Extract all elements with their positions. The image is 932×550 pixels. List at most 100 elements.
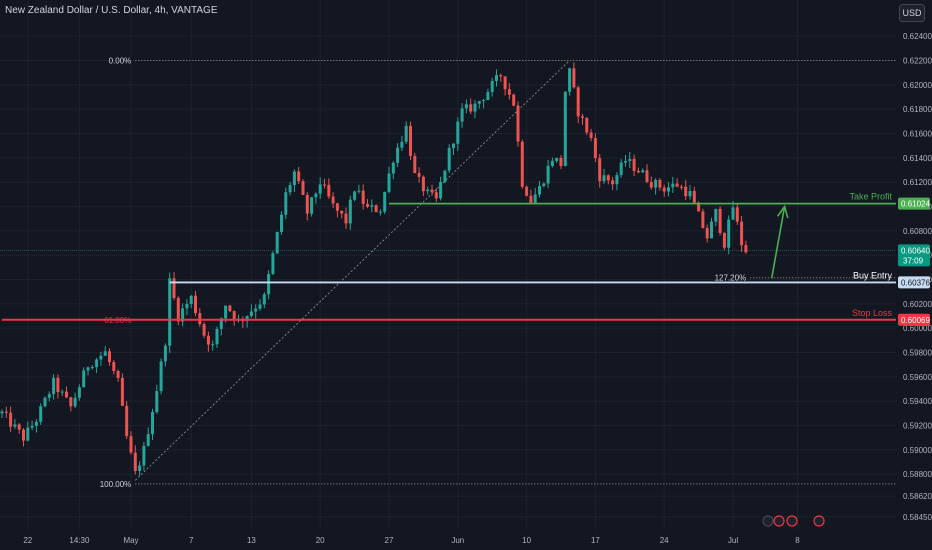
candle-body [499,75,503,77]
candle-body [224,305,228,319]
stop-loss-label: Stop Loss [852,308,893,318]
candle-body [563,91,567,166]
candle-body [409,125,412,156]
candle-body [585,117,589,133]
candle-body [507,89,511,95]
current-price-tag-label: 0.60640 [901,246,930,255]
candle-body [120,377,124,406]
candle-body [232,311,236,321]
candle-body [606,175,610,181]
x-axis-tick-label: 24 [660,536,669,545]
candle-body [353,191,357,200]
candle-body [679,186,683,188]
candle-body [598,158,602,182]
x-axis-tick-label: 27 [385,536,394,545]
candle-body [443,170,447,183]
y-axis-tick-label: 0.62400 [903,32,932,41]
lightning-icon [762,515,774,527]
y-axis-tick-label: 0.61600 [903,130,932,139]
y-axis-tick-label: 0.62200 [903,57,932,66]
candle-body [103,351,107,356]
candle-body [701,211,705,228]
candle-body [327,184,331,197]
candle-body [400,141,404,148]
candle-body [90,367,94,369]
y-axis-tick-label: 0.58800 [903,470,932,479]
candle-body [417,173,421,177]
candle-body [538,186,541,195]
candle-body [22,429,25,441]
candle-body [43,397,47,407]
candle-body [421,176,425,192]
candle-body [331,196,335,204]
candle-body [4,411,8,413]
y-axis-tick-label: 0.59000 [903,446,932,455]
fib-level-label: 0.00% [109,57,132,66]
candle-body [452,143,455,148]
candle-body [39,406,43,422]
buy-entry-tag-bg [898,276,930,289]
y-axis-tick-label: 0.60200 [903,300,932,309]
candle-body [155,391,159,413]
candle-body [228,305,232,312]
candle-body [206,335,210,345]
candle-body [710,221,713,239]
candle-body [662,187,666,192]
x-axis-tick-label: May [123,536,138,545]
candle-body [568,68,572,92]
candle-body [194,295,197,314]
candle-body [533,194,537,203]
candle-body [495,75,498,81]
candle-body [219,318,223,329]
take-profit-tag-bg [898,197,930,210]
candle-body [176,297,180,322]
candle-body [133,452,137,471]
candle-body [142,445,146,466]
candle-body [95,359,99,368]
candle-body [391,162,395,174]
candle-body [430,189,434,193]
economic-event-icon [786,515,798,527]
stop-loss-tag-bg [898,313,930,326]
candle-body [740,221,744,246]
candle-body [516,105,520,142]
candle-body [688,191,692,197]
arrow-head [776,204,789,219]
y-axis-tick-label: 0.58620 [903,492,932,501]
candle-body [129,436,133,453]
candle-body [292,171,296,186]
candle-body [73,397,77,407]
candle-body [26,427,30,441]
candle-body [722,232,726,248]
candle-body [69,397,73,407]
candle-body [718,208,722,233]
candle-body [383,191,387,212]
x-axis-tick-label: 13 [247,536,256,545]
candle-body [314,193,318,198]
candle-body [288,185,292,193]
candle-body [275,231,279,254]
candle-body [151,412,154,435]
candle-body [572,68,576,88]
y-axis-tick-label: 0.59600 [903,373,932,382]
candle-body [464,104,468,109]
candle-body [667,187,670,192]
candle-body [30,425,34,428]
candle-body [731,207,735,220]
candle-body [0,411,4,414]
economic-event-icon [773,515,785,527]
currency-button[interactable]: USD [899,4,925,22]
x-axis-tick-label: 17 [591,536,600,545]
candle-body [271,253,275,274]
take-profit-tag-label: 0.61024 [901,200,930,209]
economic-event-icon [813,515,825,527]
candle-body [396,147,400,163]
candle-body [619,162,623,176]
candle-body [675,183,679,187]
candle-body [65,391,68,398]
candle-body [112,362,116,372]
candle-body [138,465,142,471]
candle-body [13,424,17,427]
